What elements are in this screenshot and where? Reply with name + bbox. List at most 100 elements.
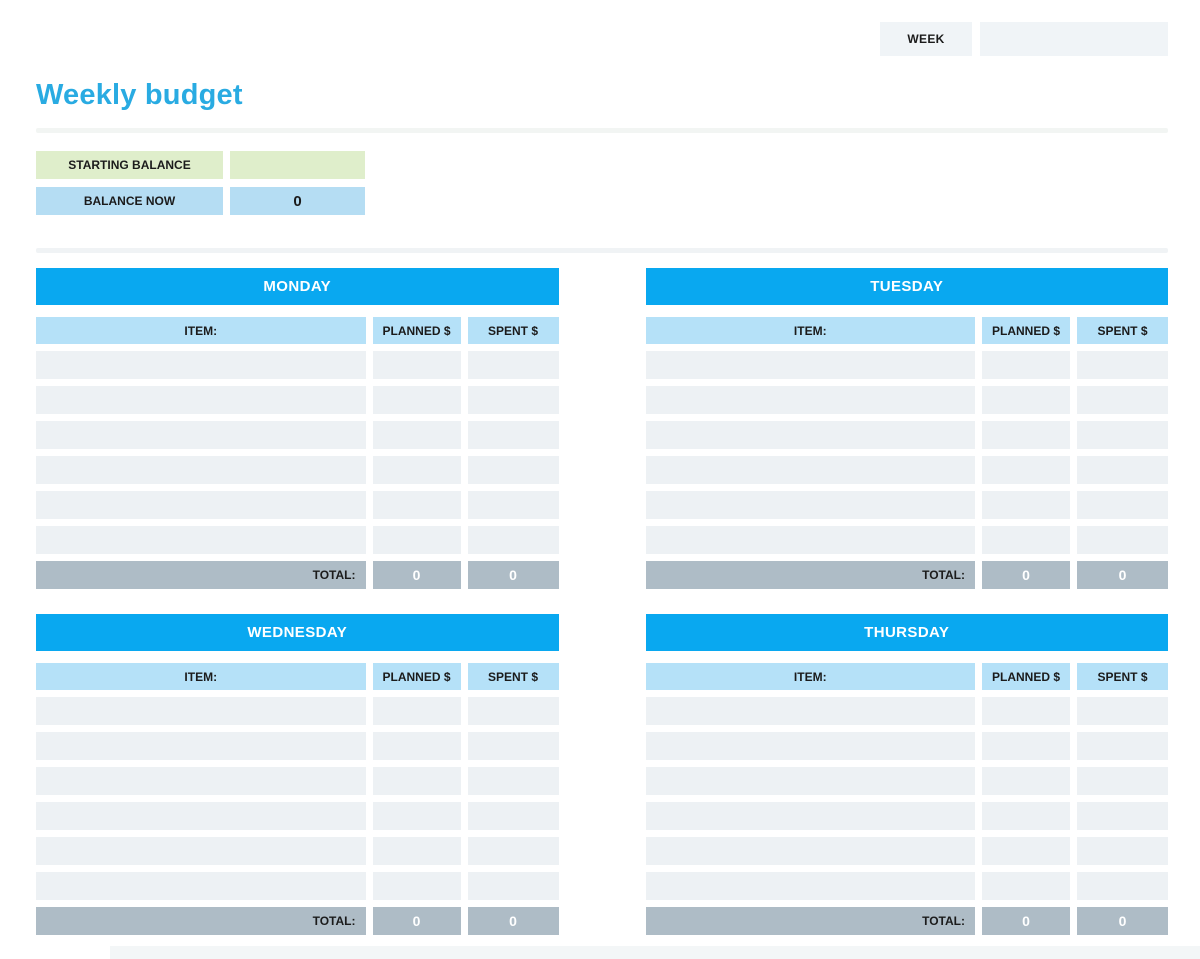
item-cell[interactable]	[36, 767, 366, 795]
planned-cell[interactable]	[982, 697, 1070, 725]
planned-cell[interactable]	[982, 837, 1070, 865]
spent-total-cell[interactable]: 0	[467, 907, 559, 935]
spent-cell[interactable]	[467, 526, 559, 554]
spent-cell[interactable]	[1077, 872, 1168, 900]
starting-balance-field[interactable]	[230, 151, 365, 179]
planned-cell[interactable]	[982, 386, 1070, 414]
balance-now-value[interactable]: 0	[230, 187, 365, 215]
item-cell[interactable]	[645, 491, 975, 519]
planned-cell[interactable]	[372, 386, 461, 414]
item-cell[interactable]	[36, 732, 366, 760]
planned-cell[interactable]	[982, 526, 1070, 554]
day-header: WEDNESDAY	[36, 614, 559, 651]
spent-cell[interactable]	[467, 386, 559, 414]
spent-cell[interactable]	[467, 421, 559, 449]
spent-cell[interactable]	[1077, 732, 1168, 760]
item-cell[interactable]	[645, 732, 975, 760]
item-column-header: ITEM:	[645, 317, 975, 344]
item-cell[interactable]	[645, 386, 975, 414]
item-cell[interactable]	[36, 421, 366, 449]
planned-total-cell[interactable]: 0	[372, 907, 461, 935]
planned-cell[interactable]	[372, 456, 461, 484]
planned-cell[interactable]	[372, 526, 461, 554]
planned-cell[interactable]	[982, 872, 1070, 900]
item-cell[interactable]	[645, 802, 975, 830]
spent-cell[interactable]	[1077, 837, 1168, 865]
planned-cell[interactable]	[982, 802, 1070, 830]
planned-column-header: PLANNED $	[372, 317, 461, 344]
balance-now-label: BALANCE NOW	[36, 187, 223, 215]
planned-cell[interactable]	[372, 767, 461, 795]
starting-balance-label: STARTING BALANCE	[36, 151, 223, 179]
item-cell[interactable]	[36, 491, 366, 519]
planned-cell[interactable]	[372, 802, 461, 830]
week-value-field[interactable]	[980, 22, 1168, 56]
item-cell[interactable]	[36, 802, 366, 830]
planned-cell[interactable]	[982, 767, 1070, 795]
spent-cell[interactable]	[1077, 697, 1168, 725]
item-cell[interactable]	[36, 837, 366, 865]
planned-cell[interactable]	[372, 872, 461, 900]
planned-cell[interactable]	[372, 837, 461, 865]
item-cell[interactable]	[645, 526, 975, 554]
spent-cell[interactable]	[467, 456, 559, 484]
item-column-header: ITEM:	[36, 317, 366, 344]
item-cell[interactable]	[645, 837, 975, 865]
spent-cell[interactable]	[467, 351, 559, 379]
item-cell[interactable]	[36, 456, 366, 484]
item-cell[interactable]	[36, 386, 366, 414]
spent-cell[interactable]	[467, 697, 559, 725]
item-cell[interactable]	[36, 351, 366, 379]
planned-cell[interactable]	[372, 732, 461, 760]
day-table-tuesday: TUESDAY ITEM: PLANNED $ SPENT $ TOTAL: 0…	[645, 268, 1168, 589]
planned-column-header: PLANNED $	[982, 317, 1070, 344]
item-cell[interactable]	[36, 697, 366, 725]
item-cell[interactable]	[645, 697, 975, 725]
spent-cell[interactable]	[467, 732, 559, 760]
planned-cell[interactable]	[372, 351, 461, 379]
week-label: WEEK	[880, 22, 972, 56]
planned-cell[interactable]	[372, 491, 461, 519]
spent-cell[interactable]	[1077, 421, 1168, 449]
bottom-edge	[110, 946, 1200, 959]
item-cell[interactable]	[36, 872, 366, 900]
page-title: Weekly budget	[36, 79, 243, 111]
item-cell[interactable]	[645, 767, 975, 795]
planned-cell[interactable]	[982, 421, 1070, 449]
planned-cell[interactable]	[372, 697, 461, 725]
total-label: TOTAL:	[36, 907, 366, 935]
spent-cell[interactable]	[1077, 351, 1168, 379]
spent-cell[interactable]	[467, 491, 559, 519]
spent-cell[interactable]	[467, 767, 559, 795]
spent-total-cell[interactable]: 0	[1077, 907, 1168, 935]
spent-cell[interactable]	[1077, 386, 1168, 414]
planned-cell[interactable]	[982, 456, 1070, 484]
item-cell[interactable]	[645, 456, 975, 484]
total-label: TOTAL:	[36, 561, 366, 589]
planned-cell[interactable]	[982, 732, 1070, 760]
spent-cell[interactable]	[1077, 491, 1168, 519]
day-table-thursday: THURSDAY ITEM: PLANNED $ SPENT $ TOTAL: …	[645, 614, 1168, 935]
planned-total-cell[interactable]: 0	[982, 907, 1070, 935]
spent-cell[interactable]	[1077, 767, 1168, 795]
spent-cell[interactable]	[467, 872, 559, 900]
spent-cell[interactable]	[1077, 802, 1168, 830]
spent-cell[interactable]	[1077, 526, 1168, 554]
planned-total-cell[interactable]: 0	[372, 561, 461, 589]
item-cell[interactable]	[645, 351, 975, 379]
planned-total-cell[interactable]: 0	[982, 561, 1070, 589]
planned-cell[interactable]	[372, 421, 461, 449]
item-cell[interactable]	[645, 421, 975, 449]
planned-cell[interactable]	[982, 351, 1070, 379]
spent-cell[interactable]	[1077, 456, 1168, 484]
day-header: MONDAY	[36, 268, 559, 305]
day-table-grid: ITEM: PLANNED $ SPENT $ TOTAL: 0 0	[645, 663, 1168, 935]
planned-cell[interactable]	[982, 491, 1070, 519]
item-cell[interactable]	[645, 872, 975, 900]
spent-total-cell[interactable]: 0	[467, 561, 559, 589]
spent-cell[interactable]	[467, 802, 559, 830]
spent-total-cell[interactable]: 0	[1077, 561, 1168, 589]
item-cell[interactable]	[36, 526, 366, 554]
spent-cell[interactable]	[467, 837, 559, 865]
